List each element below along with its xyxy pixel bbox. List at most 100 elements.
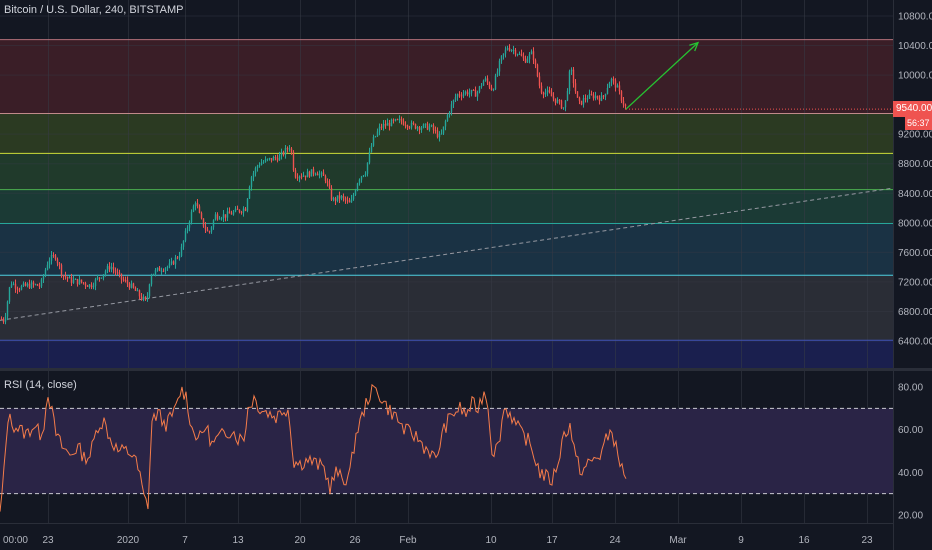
candle-body — [468, 92, 471, 95]
time-axis[interactable]: 00:00 23 2020 7 13 20 26 Feb 10 17 24 Mar 9 16 23 — [3, 535, 873, 546]
price-tick-label: 7200.00 — [898, 277, 932, 288]
arrow-head[interactable] — [689, 41, 700, 52]
time-tick-label: 23 — [42, 535, 54, 546]
price-tick-label: 8800.00 — [898, 159, 932, 170]
candle-body — [370, 145, 373, 152]
projection-arrow[interactable] — [625, 41, 700, 110]
candle-body — [30, 282, 33, 288]
candle-body — [412, 122, 415, 125]
candle-body — [546, 90, 549, 93]
candle-body — [156, 267, 159, 270]
candle-body — [472, 89, 475, 91]
price-axis[interactable]: 10800.00 10400.00 10000.00 9200.00 8800.00 84… — [898, 12, 932, 348]
candle-body — [6, 301, 9, 317]
last-price-tag: 9540.00 — [893, 101, 932, 118]
candle-body — [56, 259, 59, 264]
rsi-axis[interactable]: 80.00 60.00 40.00 20.00 — [898, 383, 923, 522]
candle-body — [274, 157, 277, 159]
candle-body — [420, 127, 423, 130]
trendline[interactable] — [0, 187, 894, 321]
candle-body — [476, 91, 479, 97]
candle-body — [534, 60, 537, 65]
candle-body — [616, 85, 619, 88]
candle-body — [48, 260, 51, 265]
candle-body — [384, 124, 387, 126]
candle-body — [364, 173, 367, 176]
symbol-title[interactable]: Bitcoin / U.S. Dollar, 240, BITSTAMP — [4, 4, 184, 16]
candle-body — [526, 59, 529, 63]
candle-body — [298, 176, 301, 179]
time-tick-label: 10 — [485, 535, 497, 546]
candle-body — [564, 100, 567, 108]
candle-body — [62, 275, 65, 277]
candle-body — [304, 175, 307, 178]
candle-body — [508, 48, 511, 51]
arrow-shaft[interactable] — [625, 42, 699, 110]
candle-body — [172, 261, 175, 265]
candle-body — [130, 283, 133, 288]
candle-body — [290, 148, 293, 153]
candle-body — [224, 214, 227, 218]
price-axis-background — [893, 0, 932, 550]
price-tick-label: 8000.00 — [898, 218, 932, 229]
candle-body — [418, 127, 421, 130]
candle-body — [422, 124, 425, 128]
candle-body — [470, 89, 473, 93]
candle-body — [158, 267, 161, 272]
candle-body — [310, 169, 313, 177]
candle-body — [198, 206, 201, 214]
rsi-title[interactable]: RSI (14, close) — [4, 379, 77, 391]
candle-body — [94, 279, 97, 286]
candle-body — [124, 280, 127, 282]
candle-body — [74, 278, 77, 280]
candle-body — [512, 49, 515, 51]
candle-body — [182, 240, 185, 247]
candle-body — [228, 211, 231, 214]
candle-body — [194, 203, 197, 207]
candle-body — [42, 275, 45, 280]
candle-body — [262, 161, 265, 163]
candle-body — [184, 230, 187, 241]
candle-body — [122, 279, 125, 281]
rsi-band-fill — [0, 408, 893, 494]
candle-body — [494, 75, 497, 90]
candle-body — [510, 49, 513, 51]
candle-body — [334, 198, 337, 201]
candle-body — [324, 175, 327, 181]
candle-body — [502, 53, 505, 56]
candle-body — [584, 98, 587, 100]
candle-body — [466, 91, 469, 95]
candle-body — [2, 319, 5, 322]
candle-body — [308, 171, 311, 177]
price-tick-label: 8400.00 — [898, 189, 932, 200]
candle-body — [288, 148, 291, 150]
candle-body — [400, 118, 403, 122]
candle-body — [38, 285, 41, 287]
candle-body — [568, 71, 571, 92]
price-tick-label: 7600.00 — [898, 248, 932, 259]
candle-body — [284, 148, 287, 155]
candle-body — [598, 97, 601, 101]
candle-body — [500, 55, 503, 61]
candle-body — [170, 261, 173, 264]
candle-body — [618, 85, 621, 92]
candle-body — [126, 280, 129, 284]
ascending-trendline[interactable] — [0, 187, 894, 321]
candle-body — [18, 289, 21, 291]
candle-body — [612, 78, 615, 81]
candle-body — [520, 53, 523, 57]
candle-body — [448, 112, 451, 115]
candle-body — [160, 270, 163, 272]
candle-body — [522, 56, 525, 59]
candle-body — [200, 213, 203, 219]
candle-body — [256, 165, 259, 169]
candle-body — [14, 283, 17, 289]
candle-body — [602, 95, 605, 97]
candle-body — [246, 198, 249, 211]
candle-body — [232, 211, 235, 215]
candle-body — [528, 54, 531, 60]
candle-body — [428, 126, 431, 130]
candle-body — [270, 158, 273, 161]
